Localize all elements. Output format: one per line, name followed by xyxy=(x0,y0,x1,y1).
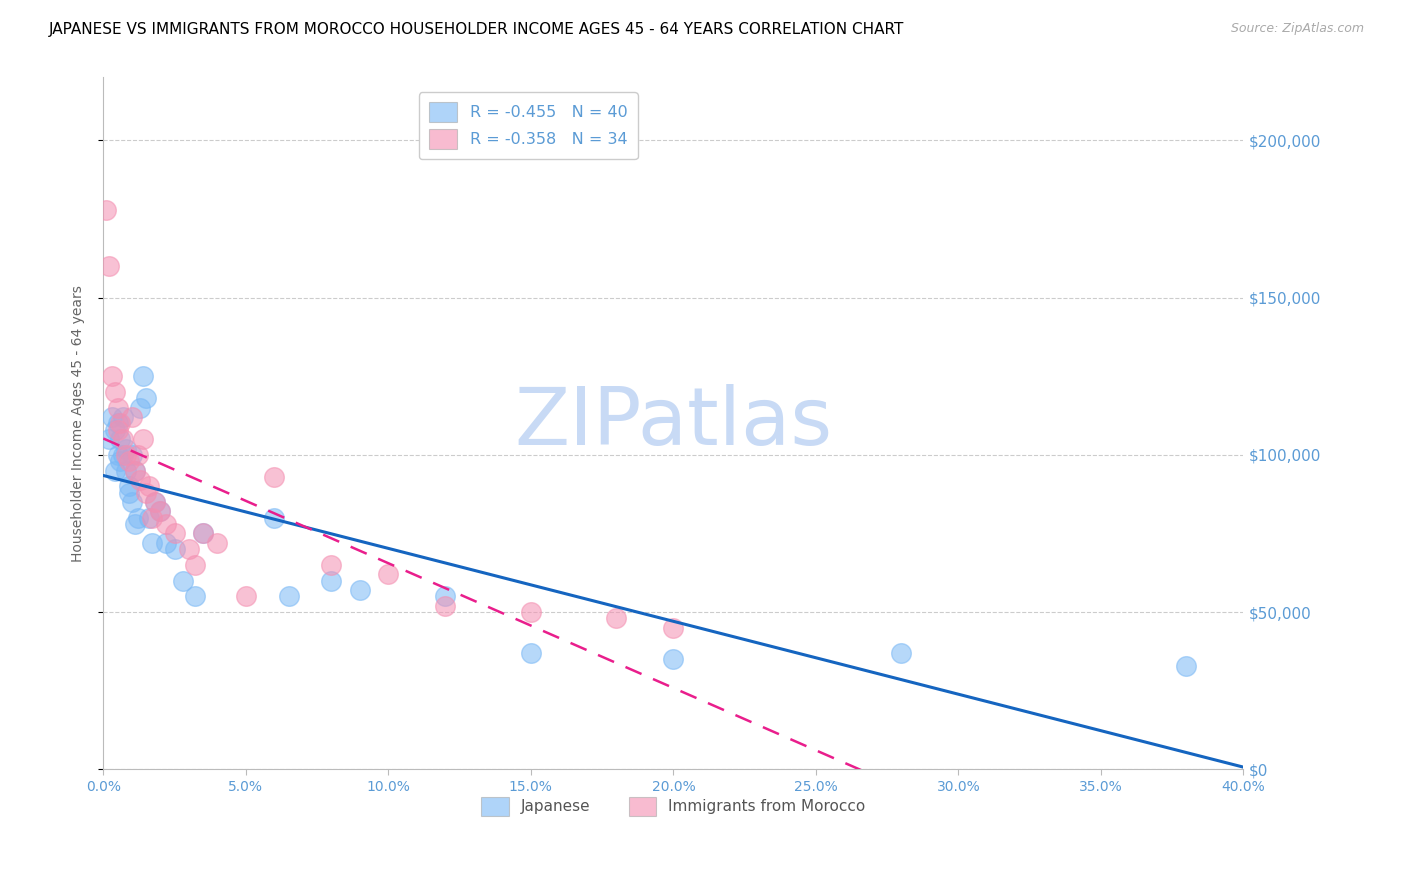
Point xyxy=(207,536,229,550)
Point xyxy=(149,504,172,518)
Point xyxy=(149,504,172,518)
Point xyxy=(605,611,627,625)
Point xyxy=(434,590,457,604)
Point xyxy=(172,574,194,588)
Point xyxy=(132,369,155,384)
Point xyxy=(434,599,457,613)
Point xyxy=(135,391,157,405)
Point xyxy=(191,526,214,541)
Point xyxy=(155,536,177,550)
Point xyxy=(520,646,543,660)
Point xyxy=(112,448,135,462)
Point xyxy=(107,448,129,462)
Point xyxy=(107,423,129,437)
Point xyxy=(143,495,166,509)
Point xyxy=(115,448,138,462)
Point xyxy=(118,485,141,500)
Point xyxy=(101,369,124,384)
Point xyxy=(94,202,117,217)
Point xyxy=(121,448,143,462)
Point xyxy=(138,510,160,524)
Point xyxy=(107,401,129,415)
Text: JAPANESE VS IMMIGRANTS FROM MOROCCO HOUSEHOLDER INCOME AGES 45 - 64 YEARS CORREL: JAPANESE VS IMMIGRANTS FROM MOROCCO HOUS… xyxy=(49,22,904,37)
Point xyxy=(662,621,685,635)
Point xyxy=(377,567,399,582)
Point xyxy=(321,574,343,588)
Point xyxy=(143,495,166,509)
Point xyxy=(662,652,685,666)
Point xyxy=(112,410,135,425)
Point xyxy=(121,495,143,509)
Point xyxy=(163,526,186,541)
Point xyxy=(110,454,132,468)
Point xyxy=(183,590,205,604)
Point xyxy=(115,442,138,456)
Point xyxy=(127,448,149,462)
Point xyxy=(135,485,157,500)
Point xyxy=(121,410,143,425)
Point xyxy=(129,401,152,415)
Point xyxy=(104,384,127,399)
Text: Source: ZipAtlas.com: Source: ZipAtlas.com xyxy=(1230,22,1364,36)
Point xyxy=(235,590,257,604)
Point xyxy=(129,473,152,487)
Point xyxy=(107,417,129,431)
Point xyxy=(1175,658,1198,673)
Point xyxy=(349,582,371,597)
Point xyxy=(163,542,186,557)
Point xyxy=(177,542,200,557)
Text: ZIPatlas: ZIPatlas xyxy=(515,384,832,462)
Point xyxy=(118,454,141,468)
Point xyxy=(101,410,124,425)
Point xyxy=(110,432,132,446)
Point xyxy=(155,516,177,531)
Point xyxy=(141,536,163,550)
Point xyxy=(124,464,146,478)
Point xyxy=(115,464,138,478)
Point xyxy=(104,423,127,437)
Point xyxy=(118,479,141,493)
Point xyxy=(112,432,135,446)
Point xyxy=(263,470,285,484)
Point xyxy=(321,558,343,572)
Legend: Japanese, Immigrants from Morocco: Japanese, Immigrants from Morocco xyxy=(474,789,873,824)
Point xyxy=(277,590,299,604)
Y-axis label: Householder Income Ages 45 - 64 years: Householder Income Ages 45 - 64 years xyxy=(72,285,86,562)
Point xyxy=(138,479,160,493)
Point xyxy=(263,510,285,524)
Point xyxy=(141,510,163,524)
Point xyxy=(98,259,121,273)
Point xyxy=(520,605,543,619)
Point xyxy=(124,516,146,531)
Point xyxy=(104,464,127,478)
Point xyxy=(890,646,912,660)
Point xyxy=(110,417,132,431)
Point xyxy=(127,510,149,524)
Point xyxy=(183,558,205,572)
Point xyxy=(132,432,155,446)
Point xyxy=(191,526,214,541)
Point xyxy=(124,464,146,478)
Point xyxy=(98,432,121,446)
